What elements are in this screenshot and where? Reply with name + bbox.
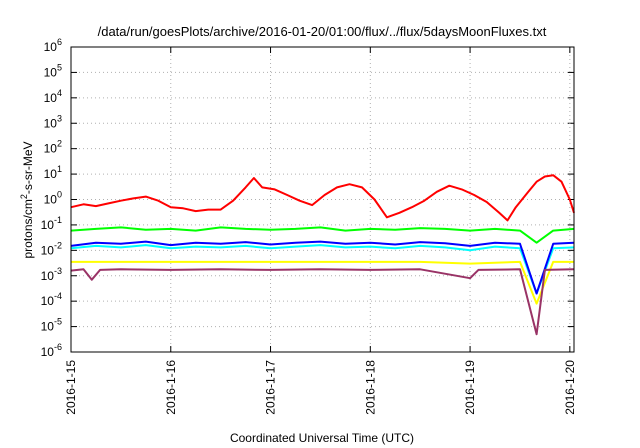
y-tick-base: 10	[44, 40, 58, 54]
y-tick-base: 10	[41, 269, 55, 283]
x-axis-label: Coordinated Universal Time (UTC)	[230, 431, 414, 445]
y-tick-base: 10	[44, 142, 58, 156]
y-tick-base: 10	[41, 345, 55, 359]
y-tick-base: 10	[44, 193, 58, 207]
y-tick-exp: -2	[54, 240, 62, 250]
y-tick-labels: 10610510410310210110010-110-210-310-410-…	[41, 37, 62, 359]
x-tick-label: 2016-1-19	[463, 360, 477, 415]
series-layer	[70, 174, 575, 336]
y-tick-base: 10	[44, 167, 58, 181]
y-axis-label-suffix: -s-sr-MeV	[21, 141, 35, 194]
y-tick-exp: -3	[54, 266, 62, 276]
x-tick-label: 2016-1-18	[363, 360, 377, 415]
y-tick-exp: -5	[54, 317, 62, 327]
series-line-3	[70, 244, 575, 295]
y-tick-label: 10-1	[41, 215, 62, 232]
y-tick-exp: 4	[57, 88, 62, 98]
y-tick-base: 10	[41, 320, 55, 334]
grid-lines	[70, 46, 574, 353]
x-tick-label: 2016-1-15	[64, 360, 78, 415]
y-tick-exp: 3	[57, 113, 62, 123]
y-tick-exp: 2	[57, 139, 62, 149]
series-line-1	[70, 174, 575, 222]
y-tick-base: 10	[41, 243, 55, 257]
y-tick-label: 100	[44, 190, 62, 207]
y-tick-exp: -1	[54, 215, 62, 225]
series-line-4	[70, 240, 575, 295]
y-tick-exp: 5	[57, 62, 62, 72]
x-tick-label: 2016-1-16	[164, 360, 178, 415]
y-tick-label: 106	[44, 37, 62, 54]
y-tick-base: 10	[41, 218, 55, 232]
y-tick-exp: -4	[54, 291, 62, 301]
y-axis-label-sup: 2	[19, 194, 29, 199]
y-tick-label: 10-2	[41, 240, 62, 257]
y-tick-label: 104	[44, 88, 62, 105]
plot-frame	[70, 46, 575, 353]
series-line-5	[71, 260, 574, 305]
x-tick-label: 2016-1-17	[264, 360, 278, 415]
y-tick-label: 10-5	[41, 317, 62, 334]
series-line-2	[70, 226, 575, 244]
y-tick-exp: 1	[57, 164, 62, 174]
y-tick-exp: 0	[57, 190, 62, 200]
x-tick-label: 2016-1-20	[563, 360, 577, 415]
y-tick-base: 10	[44, 65, 58, 79]
y-tick-exp: -6	[54, 342, 62, 352]
y-tick-label: 102	[44, 139, 62, 156]
y-tick-base: 10	[41, 294, 55, 308]
y-axis-label-prefix: protons/cm	[21, 199, 35, 258]
y-tick-label: 10-4	[41, 291, 62, 308]
y-tick-label: 103	[44, 113, 62, 130]
y-tick-label: 105	[44, 62, 62, 79]
y-tick-label: 10-3	[41, 266, 62, 283]
y-tick-exp: 6	[57, 37, 62, 47]
chart-title: /data/run/goesPlots/archive/2016-01-20/0…	[98, 24, 547, 39]
y-tick-base: 10	[44, 116, 58, 130]
series-line-6	[70, 268, 575, 336]
x-tick-labels: 2016-1-15 2016-1-16 2016-1-17 2016-1-18 2016…	[64, 360, 577, 415]
y-tick-base: 10	[44, 91, 58, 105]
y-axis-label: protons/cm2-s-sr-MeV	[19, 141, 35, 258]
y-tick-label: 101	[44, 164, 62, 181]
y-tick-label: 10-6	[41, 342, 62, 359]
